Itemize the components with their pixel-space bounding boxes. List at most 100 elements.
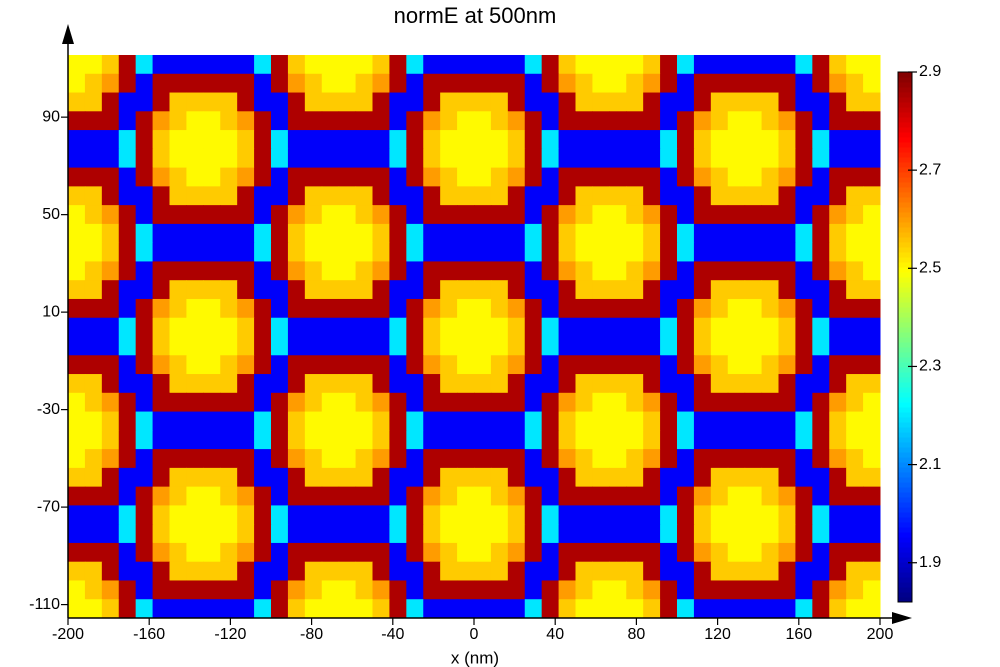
- cell: [254, 599, 272, 619]
- cell: [660, 486, 678, 506]
- cell: [84, 542, 103, 563]
- cell: [135, 130, 154, 150]
- cell: [135, 467, 154, 488]
- colorbar-swatch: [898, 87, 912, 93]
- cell: [254, 355, 272, 375]
- cell: [660, 580, 678, 600]
- colorbar-swatch: [898, 467, 912, 473]
- cell: [626, 524, 644, 544]
- cell: [795, 542, 813, 563]
- cell: [203, 148, 221, 169]
- cell: [727, 542, 746, 563]
- cell: [643, 223, 661, 244]
- cell: [84, 392, 103, 413]
- cell: [287, 205, 306, 225]
- cell: [203, 242, 221, 262]
- cell: [490, 261, 509, 281]
- cell: [237, 355, 255, 375]
- cell: [440, 261, 458, 281]
- cell: [389, 505, 407, 525]
- x-tick-label: 120: [704, 626, 731, 643]
- cell: [118, 223, 137, 244]
- cell: [609, 374, 627, 394]
- cell: [423, 167, 441, 187]
- cell: [778, 580, 796, 600]
- cell: [389, 280, 407, 300]
- cell: [169, 298, 187, 319]
- cell: [660, 280, 678, 300]
- colorbar-swatch: [898, 112, 912, 118]
- cell: [660, 599, 678, 619]
- cell: [575, 55, 593, 75]
- cell: [84, 242, 103, 262]
- cell: [203, 374, 221, 394]
- cell: [812, 130, 830, 150]
- cell: [457, 411, 475, 431]
- colorbar-swatch: [898, 312, 912, 318]
- cell: [338, 261, 357, 281]
- cell: [575, 411, 593, 431]
- cell: [271, 205, 289, 225]
- cell: [795, 242, 813, 262]
- cell: [68, 130, 86, 150]
- cell: [863, 599, 881, 619]
- cell: [812, 355, 830, 375]
- cell: [304, 186, 323, 206]
- colorbar-swatch: [898, 572, 912, 578]
- cell: [84, 280, 103, 300]
- cell: [846, 298, 864, 319]
- cell: [592, 280, 610, 300]
- cell: [693, 524, 712, 544]
- cell: [186, 524, 204, 544]
- cell: [406, 167, 424, 187]
- colorbar-swatch: [898, 277, 912, 283]
- cell: [812, 411, 830, 431]
- cell: [643, 148, 661, 169]
- cell: [254, 336, 272, 356]
- cell: [744, 392, 763, 413]
- cell: [795, 336, 813, 356]
- cell: [118, 355, 137, 375]
- cell: [778, 411, 796, 431]
- cell: [355, 280, 373, 300]
- cell: [372, 392, 390, 413]
- cell: [829, 298, 847, 319]
- cell: [812, 317, 830, 337]
- cell: [423, 223, 441, 244]
- x-tick-label: -160: [133, 626, 165, 643]
- cell: [338, 430, 357, 450]
- cell: [271, 55, 289, 75]
- cell: [490, 130, 509, 150]
- cell: [846, 449, 864, 469]
- cell: [541, 186, 560, 206]
- cell: [660, 505, 678, 525]
- cell: [220, 242, 238, 262]
- cell: [541, 336, 560, 356]
- cell: [643, 205, 661, 225]
- cell: [152, 542, 170, 563]
- cell: [355, 92, 373, 112]
- cell: [643, 55, 661, 75]
- cell: [118, 524, 137, 544]
- cell: [135, 298, 154, 319]
- cell: [710, 205, 729, 225]
- cell: [761, 542, 779, 563]
- cell: [761, 186, 779, 206]
- cell: [693, 73, 712, 94]
- cell: [389, 524, 407, 544]
- cell: [761, 561, 779, 581]
- cell: [84, 355, 103, 375]
- cell: [152, 411, 170, 431]
- cell: [744, 130, 763, 150]
- cell: [135, 580, 154, 600]
- cell: [440, 298, 458, 319]
- cell: [372, 355, 390, 375]
- colorbar-swatch: [898, 587, 912, 593]
- cell: [440, 430, 458, 450]
- cell: [677, 561, 695, 581]
- cell: [795, 148, 813, 169]
- cell: [84, 486, 103, 506]
- cell: [575, 524, 593, 544]
- cell: [863, 111, 881, 131]
- cell: [677, 298, 695, 319]
